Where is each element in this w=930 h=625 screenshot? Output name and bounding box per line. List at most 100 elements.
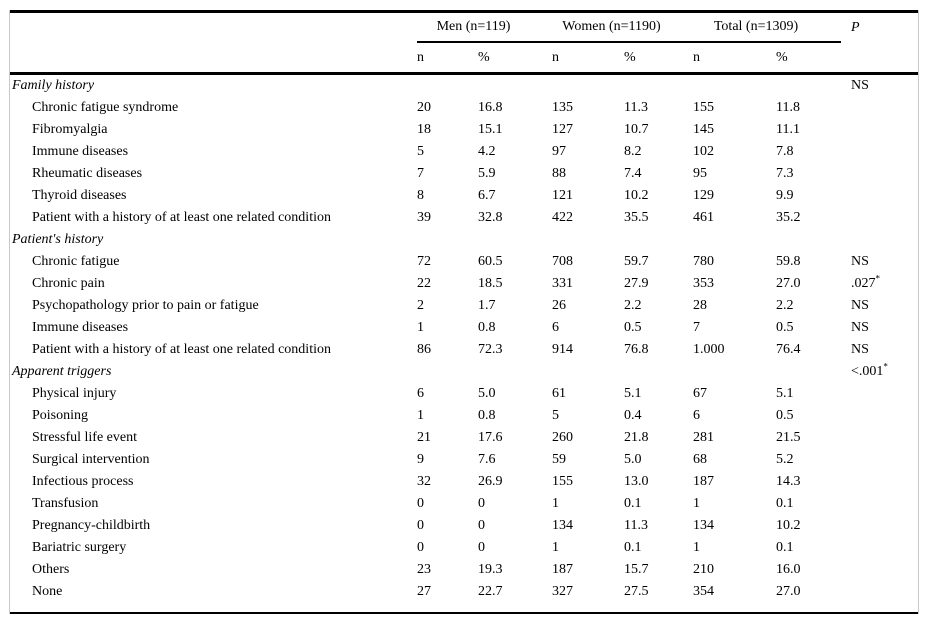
data-row: Pregnancy-childbirth 0 0 134 11.3 134 10.2 (10, 515, 918, 537)
data-row: Immune diseases 1 0.8 6 0.5 7 0.5 NS (10, 317, 918, 339)
p-value-text: .027 (851, 276, 876, 291)
value-cell: 76.4 (776, 342, 801, 357)
value-cell: 16.8 (478, 100, 503, 115)
value-cell: 155 (693, 100, 714, 115)
value-cell: 6 (417, 386, 424, 401)
value-cell: 60.5 (478, 254, 503, 269)
value-cell: 27.9 (624, 276, 649, 291)
value-cell: 0.8 (478, 408, 496, 423)
significance-asterisk: * (883, 361, 888, 372)
row-label: Pregnancy-childbirth (32, 518, 151, 533)
value-cell: 21 (417, 430, 431, 445)
value-cell: 0 (478, 518, 485, 533)
section-header-row: Apparent triggers <.001* (10, 361, 918, 383)
p-value-cell: .027* (841, 273, 918, 295)
value-cell: 5 (417, 144, 424, 159)
value-cell: 88 (552, 166, 566, 181)
value-cell: 35.5 (624, 210, 649, 225)
value-cell: 59.7 (624, 254, 649, 269)
value-cell: 187 (552, 562, 573, 577)
p-value-text: NS (851, 298, 869, 313)
section-header-row: Family history NS (10, 74, 918, 98)
value-cell: 1 (693, 540, 700, 555)
data-row: Rheumatic diseases 7 5.9 88 7.4 95 7.3 (10, 163, 918, 185)
value-cell: 9.9 (776, 188, 794, 203)
data-row: Fibromyalgia 18 15.1 127 10.7 145 11.1 (10, 119, 918, 141)
p-value-cell (841, 229, 918, 251)
value-cell: 10.7 (624, 122, 649, 137)
women-n-subheader: n (552, 42, 624, 75)
value-cell: 5.0 (478, 386, 496, 401)
row-label: Surgical intervention (32, 452, 150, 467)
value-cell: 6 (693, 408, 700, 423)
value-cell: 27.5 (624, 584, 649, 599)
p-value-cell (841, 471, 918, 493)
value-cell: 0 (478, 540, 485, 555)
value-cell: 61 (552, 386, 566, 401)
empty-cell (841, 42, 919, 75)
value-cell: 72.3 (478, 342, 503, 357)
value-cell: 2.2 (776, 298, 794, 313)
value-cell: 15.7 (624, 562, 649, 577)
value-cell: 5.9 (478, 166, 496, 181)
row-label: Physical injury (32, 386, 117, 401)
value-cell: 18 (417, 122, 431, 137)
value-cell: 86 (417, 342, 431, 357)
value-cell: 354 (693, 584, 714, 599)
value-cell: 35.2 (776, 210, 801, 225)
value-cell: 1 (417, 320, 424, 335)
value-cell: 155 (552, 474, 573, 489)
value-cell: 14.3 (776, 474, 801, 489)
value-cell: 129 (693, 188, 714, 203)
p-value-cell (841, 581, 918, 613)
row-label-column-header-empty (10, 12, 417, 43)
men-column-group-header: Men (n=119) (417, 11, 552, 43)
subheader-row: n % n % n % (10, 42, 919, 75)
value-cell: 1.000 (693, 342, 725, 357)
value-cell: 11.3 (624, 518, 648, 533)
value-cell: 7.6 (478, 452, 496, 467)
value-cell: 5.0 (624, 452, 642, 467)
section-header-row: Patient's history (10, 229, 918, 251)
value-cell: 10.2 (624, 188, 649, 203)
row-label: Psychopathology prior to pain or fatigue (32, 298, 259, 313)
value-cell: 134 (552, 518, 573, 533)
value-cell: 1 (552, 540, 559, 555)
value-cell: 26 (552, 298, 566, 313)
p-value-cell: NS (841, 317, 918, 339)
value-cell: 2 (417, 298, 424, 313)
paper-table-figure: Men (n=119) Women (n=1190) Total (n=1309… (9, 10, 919, 614)
value-cell: 28 (693, 298, 707, 313)
p-value-text: NS (851, 342, 869, 357)
row-label: Chronic pain (32, 276, 105, 291)
p-value-cell (841, 141, 918, 163)
value-cell: 22 (417, 276, 431, 291)
value-cell: 67 (693, 386, 707, 401)
p-value-cell: NS (841, 251, 918, 273)
value-cell: 21.8 (624, 430, 649, 445)
empty-cell (10, 42, 417, 75)
data-row: Psychopathology prior to pain or fatigue… (10, 295, 918, 317)
value-cell: 59.8 (776, 254, 801, 269)
p-value-cell: NS (841, 295, 918, 317)
men-percent-subheader: % (478, 42, 552, 75)
value-cell: 27 (417, 584, 431, 599)
value-cell: 260 (552, 430, 573, 445)
row-label: Transfusion (32, 496, 99, 511)
row-label: Rheumatic diseases (32, 166, 143, 181)
value-cell: 11.1 (776, 122, 800, 137)
significance-asterisk: * (875, 273, 881, 284)
value-cell: 0.8 (478, 320, 496, 335)
value-cell: 6 (552, 320, 559, 335)
row-label: Immune diseases (32, 144, 129, 159)
data-row: Surgical intervention 9 7.6 59 5.0 68 5.2 (10, 449, 918, 471)
value-cell: 135 (552, 100, 573, 115)
value-cell: 353 (693, 276, 714, 291)
p-value-cell (841, 185, 918, 207)
value-cell: 11.8 (776, 100, 800, 115)
value-cell: 7.8 (776, 144, 794, 159)
p-value-cell (841, 405, 918, 427)
value-cell: 281 (693, 430, 714, 445)
value-cell: 0 (417, 518, 424, 533)
value-cell: 121 (552, 188, 573, 203)
